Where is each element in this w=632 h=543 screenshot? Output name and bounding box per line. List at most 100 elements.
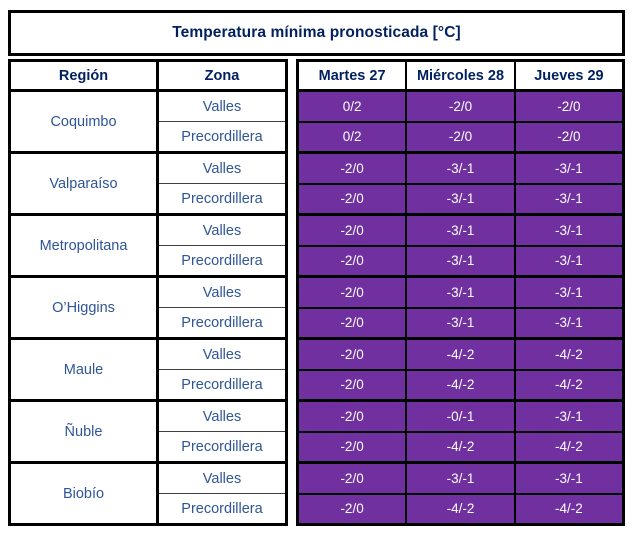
- zone-cell: Precordillera: [157, 307, 287, 339]
- forecast-values-table: Martes 27 Miércoles 28 Jueves 29 0/2 -2/0 -2…: [296, 59, 625, 526]
- zone-cell: Precordillera: [157, 245, 287, 277]
- table-row: Precordillera: [10, 245, 287, 277]
- temperature-cell: -2/0: [296, 275, 408, 309]
- table-row: -2/0 -4/-2 -4/-2: [296, 492, 625, 526]
- table-row: -2/0 -0/-1 -3/-1: [296, 399, 625, 433]
- temperature-cell: -3/-1: [513, 399, 625, 433]
- table-row: -2/0 -3/-1 -3/-1: [296, 182, 625, 216]
- temperature-cell: -2/0: [296, 430, 408, 464]
- temperature-cell: 0/2: [296, 89, 408, 123]
- region-cell: Valparaíso: [9, 151, 159, 215]
- temperature-cell: -4/-2: [513, 368, 625, 402]
- temperature-cell: -3/-1: [513, 182, 625, 216]
- zone-cell: Precordillera: [157, 431, 287, 463]
- temperature-cell: -2/0: [296, 151, 408, 185]
- zone-cell: Valles: [157, 151, 287, 184]
- table-row: Precordillera: [10, 121, 287, 153]
- temperature-cell: -4/-2: [405, 492, 516, 526]
- temperature-cell: -3/-1: [405, 306, 516, 340]
- table-row: -2/0 -3/-1 -3/-1: [296, 151, 625, 185]
- temperature-cell: -4/-2: [405, 337, 516, 371]
- temperature-cell: -4/-2: [405, 430, 516, 464]
- temperature-cell: -2/0: [405, 89, 516, 123]
- left-header-row: Región Zona: [9, 60, 287, 92]
- table-row: Metropolitana Valles: [9, 213, 287, 277]
- table-row: Precordillera: [10, 183, 287, 215]
- table-row: Coquimbo Valles: [9, 89, 287, 153]
- zone-cell: Valles: [157, 275, 287, 308]
- table-row: -2/0 -3/-1 -3/-1: [296, 306, 625, 340]
- page-title: Temperatura mínima pronosticada [°C]: [172, 24, 461, 41]
- temperature-cell: -2/0: [296, 244, 408, 278]
- zone-cell: Precordillera: [157, 183, 287, 215]
- temperature-cell: -4/-2: [513, 337, 625, 371]
- column-header-day-0: Martes 27: [296, 59, 408, 92]
- region-cell: O’Higgins: [9, 275, 159, 339]
- table-row: -2/0 -3/-1 -3/-1: [296, 275, 625, 309]
- table-row: Precordillera: [10, 369, 287, 401]
- column-header-zona: Zona: [157, 60, 287, 92]
- temperature-cell: -4/-2: [513, 430, 625, 464]
- region-cell: Maule: [9, 337, 159, 401]
- temperature-cell: -3/-1: [405, 275, 516, 309]
- temperature-cell: -4/-2: [513, 492, 625, 526]
- temperature-cell: -2/0: [296, 399, 408, 433]
- table-row: O’Higgins Valles: [9, 275, 287, 339]
- day-header-row: Martes 27 Miércoles 28 Jueves 29: [296, 59, 625, 92]
- region-cell: Coquimbo: [9, 89, 159, 153]
- region-cell: Metropolitana: [9, 213, 159, 277]
- temperature-cell: -3/-1: [405, 244, 516, 278]
- table-row: Precordillera: [10, 493, 287, 525]
- table-row: Biobío Valles: [9, 461, 287, 525]
- column-header-day-2: Jueves 29: [513, 59, 625, 92]
- temperature-cell: -3/-1: [405, 151, 516, 185]
- table-row: Precordillera: [10, 307, 287, 339]
- temperature-cell: -2/0: [296, 368, 408, 402]
- temperature-cell: -3/-1: [513, 213, 625, 247]
- temperature-cell: -2/0: [296, 337, 408, 371]
- table-row: -2/0 -3/-1 -3/-1: [296, 244, 625, 278]
- temperature-cell: -2/0: [296, 306, 408, 340]
- column-header-region: Región: [9, 60, 159, 92]
- table-row: -2/0 -3/-1 -3/-1: [296, 213, 625, 247]
- temperature-cell: -3/-1: [513, 461, 625, 495]
- temperature-cell: -3/-1: [513, 244, 625, 278]
- temperature-cell: -0/-1: [405, 399, 516, 433]
- temperature-cell: -3/-1: [513, 306, 625, 340]
- temperature-cell: -2/0: [296, 492, 408, 526]
- temperature-cell: -2/0: [513, 89, 625, 123]
- table-row: -2/0 -4/-2 -4/-2: [296, 430, 625, 464]
- table-row: Precordillera: [10, 431, 287, 463]
- temperature-cell: -3/-1: [513, 275, 625, 309]
- table-row: Ñuble Valles: [9, 399, 287, 463]
- zone-cell: Valles: [157, 337, 287, 370]
- temperature-cell: -2/0: [513, 120, 625, 154]
- region-cell: Ñuble: [9, 399, 159, 463]
- table-row: 0/2 -2/0 -2/0: [296, 89, 625, 123]
- temperature-cell: -2/0: [296, 461, 408, 495]
- zone-cell: Precordillera: [157, 369, 287, 401]
- zone-cell: Precordillera: [157, 121, 287, 153]
- temperature-cell: -4/-2: [405, 368, 516, 402]
- table-row: -2/0 -4/-2 -4/-2: [296, 368, 625, 402]
- temperature-cell: -2/0: [405, 120, 516, 154]
- table-row: Valparaíso Valles: [9, 151, 287, 215]
- column-header-day-1: Miércoles 28: [405, 59, 516, 92]
- temperature-cell: -3/-1: [405, 213, 516, 247]
- temperature-cell: -3/-1: [405, 182, 516, 216]
- temperature-cell: -2/0: [296, 213, 408, 247]
- forecast-table-page: Temperatura mínima pronosticada [°C] Reg…: [8, 10, 625, 526]
- table-body: Región Zona Coquimbo Valles Precordillera V…: [8, 59, 625, 526]
- zone-cell: Valles: [157, 399, 287, 432]
- table-row: 0/2 -2/0 -2/0: [296, 120, 625, 154]
- temperature-cell: -3/-1: [405, 461, 516, 495]
- region-zone-table: Región Zona Coquimbo Valles Precordillera V…: [8, 59, 288, 526]
- table-title-box: Temperatura mínima pronosticada [°C]: [8, 10, 625, 56]
- zone-cell: Valles: [157, 213, 287, 246]
- zone-cell: Valles: [157, 89, 287, 122]
- temperature-cell: -3/-1: [513, 151, 625, 185]
- temperature-cell: -2/0: [296, 182, 408, 216]
- zone-cell: Precordillera: [157, 493, 287, 525]
- table-row: Maule Valles: [9, 337, 287, 401]
- temperature-cell: 0/2: [296, 120, 408, 154]
